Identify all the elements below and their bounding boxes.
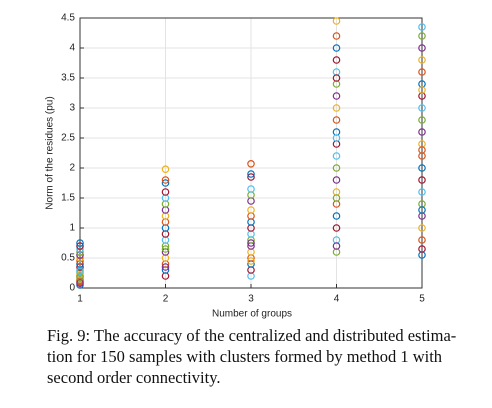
y-tick-label: 4.5 (61, 13, 75, 24)
point (332, 17, 341, 25)
point (247, 170, 255, 178)
point (418, 206, 426, 214)
y-tick-label: 2 (69, 163, 75, 174)
y-axis-label: Norm of the residues (pu) (45, 96, 56, 209)
point (161, 263, 170, 271)
point (332, 224, 341, 232)
y-tick-label: 1 (69, 223, 75, 234)
point (161, 245, 170, 253)
point (247, 173, 255, 181)
caption-line: Fig. 9: The accuracy of the centralized … (47, 326, 457, 345)
point (76, 267, 84, 276)
y-tick-label: 1.5 (61, 193, 75, 204)
point (332, 32, 341, 40)
x-tick-label: 5 (419, 294, 425, 305)
x-tick-label: 3 (248, 294, 254, 305)
caption-line: second order connectivity. (47, 368, 221, 387)
point (332, 242, 341, 250)
point (247, 160, 255, 168)
point (418, 188, 426, 196)
caption: Fig. 9: The accuracy of the centralized … (47, 325, 487, 388)
point (418, 23, 426, 31)
point (418, 224, 426, 232)
x-tick-label: 2 (163, 294, 169, 305)
point (332, 194, 341, 202)
point (418, 68, 426, 76)
point (418, 56, 426, 64)
point (418, 236, 426, 244)
y-tick-label: 3 (69, 103, 75, 114)
y-tick-label: 2.5 (61, 133, 75, 144)
point (247, 185, 255, 193)
point (76, 242, 84, 250)
y-tick-label: 4 (69, 43, 75, 54)
point (76, 270, 84, 279)
point (332, 176, 341, 184)
caption-line: tion for 150 samples with clusters forme… (47, 347, 443, 366)
x-tick-label: 1 (77, 294, 83, 305)
point (418, 44, 426, 52)
point (76, 239, 84, 247)
point (418, 86, 426, 94)
point (418, 128, 426, 136)
point (418, 32, 426, 40)
point (332, 164, 341, 172)
point (247, 239, 255, 247)
point (332, 152, 341, 160)
y-tick-label: 3.5 (61, 73, 75, 84)
y-tick-label: 0 (69, 283, 75, 294)
point (247, 206, 255, 214)
point (161, 179, 170, 187)
point (418, 245, 426, 253)
point (418, 104, 426, 112)
point (332, 92, 341, 100)
chart: Number of groups Norm of the residues (p… (45, 13, 426, 320)
point (161, 188, 170, 196)
x-tick-label: 4 (334, 294, 340, 305)
point (418, 176, 426, 184)
point (418, 164, 426, 172)
y-tick-label: 0.5 (61, 253, 75, 264)
point (332, 74, 341, 82)
point (332, 104, 341, 112)
point (161, 165, 170, 174)
point (332, 134, 341, 142)
point (418, 146, 426, 154)
point (332, 56, 341, 64)
point (332, 116, 341, 124)
point (418, 116, 426, 124)
point (332, 212, 341, 220)
x-axis-label: Number of groups (212, 309, 292, 320)
point (161, 176, 170, 184)
point (332, 44, 341, 52)
point (247, 257, 255, 265)
